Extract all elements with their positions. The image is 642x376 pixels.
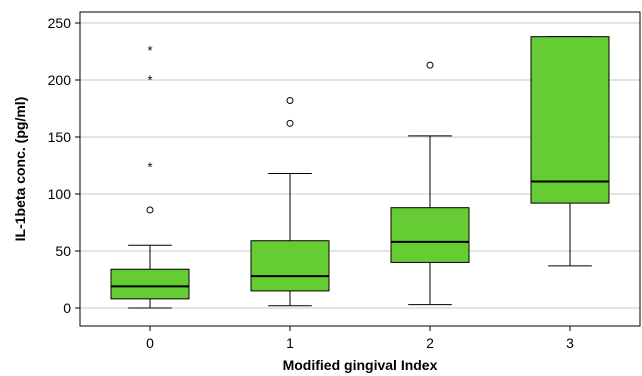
x-tick-label: 2 <box>426 335 434 351</box>
box-group-3 <box>530 36 610 267</box>
iqr-box <box>390 207 470 263</box>
iqr-box <box>530 36 610 204</box>
outlier-point <box>426 61 434 69</box>
box-group-1 <box>250 97 330 307</box>
y-tick-label: 250 <box>48 15 72 31</box>
x-tick-label: 0 <box>146 335 154 351</box>
box-group-0: * * * <box>110 43 190 309</box>
iqr-box <box>110 268 190 300</box>
extreme-point: * <box>147 43 152 58</box>
extreme-point: * <box>147 73 152 88</box>
tick-layer: 0 50 100 150 200 250 0 1 2 3 <box>48 15 574 351</box>
plot-frame <box>79 11 641 327</box>
outlier-point <box>286 119 294 127</box>
y-tick-label: 100 <box>48 186 72 202</box>
box-layer: * * * <box>110 36 610 309</box>
box-group-2 <box>390 61 470 306</box>
y-tick-label: 50 <box>55 243 71 259</box>
y-tick-label: 150 <box>48 129 72 145</box>
y-tick-label: 0 <box>63 300 71 316</box>
y-axis-title: IL-1beta conc. (pg/ml) <box>12 97 28 242</box>
x-tick-label: 3 <box>566 335 574 351</box>
y-tick-label: 200 <box>48 72 72 88</box>
iqr-box <box>250 240 330 292</box>
grid-layer <box>80 22 640 309</box>
outlier-point <box>286 97 294 105</box>
x-axis-title: Modified gingival Index <box>283 357 438 373</box>
x-tick-label: 1 <box>286 335 294 351</box>
extreme-point: * <box>147 159 152 174</box>
outlier-point <box>146 206 154 214</box>
